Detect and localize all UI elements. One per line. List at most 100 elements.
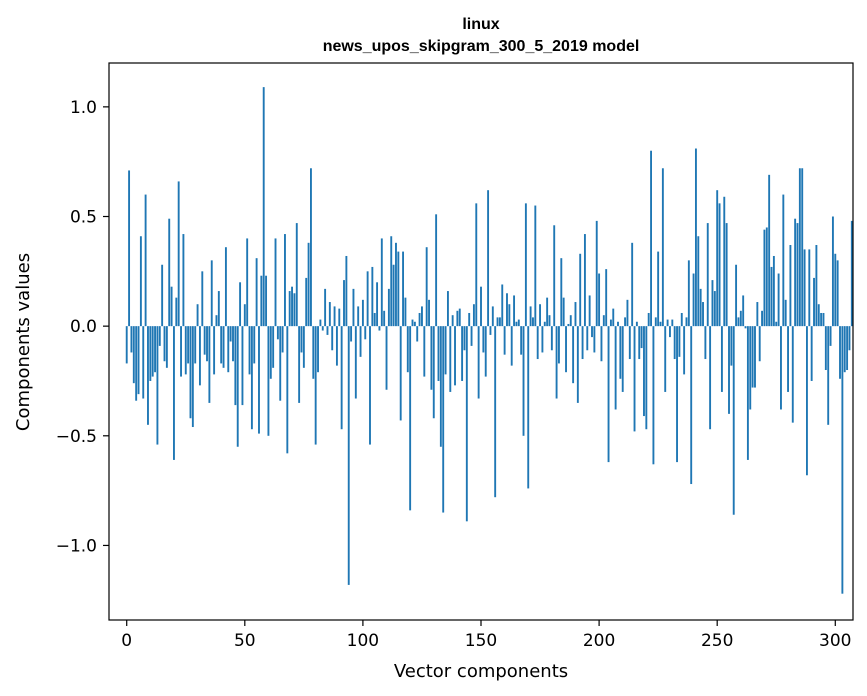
bar [782, 194, 785, 327]
bar [579, 253, 582, 327]
bar [180, 326, 182, 377]
bar [742, 295, 745, 327]
bar [744, 326, 747, 329]
bar [284, 234, 286, 327]
bar [182, 234, 185, 327]
bar [541, 326, 544, 353]
y-tick-label: −0.5 [56, 427, 97, 447]
bar [709, 326, 712, 430]
chart-title: linux [462, 16, 499, 33]
bar [487, 190, 490, 327]
bar [508, 304, 511, 327]
bar [480, 286, 482, 327]
bar [165, 326, 168, 368]
bar [442, 326, 445, 513]
bar [147, 326, 149, 425]
bar [241, 326, 244, 406]
bar [810, 326, 813, 381]
bar [777, 273, 780, 327]
bar [624, 317, 627, 327]
bar [319, 319, 322, 327]
bar [813, 277, 815, 327]
bar [685, 317, 688, 327]
bar [548, 315, 551, 327]
bar [421, 306, 423, 327]
x-tick-label: 0 [121, 631, 132, 651]
bar [758, 326, 761, 362]
bar [158, 326, 161, 346]
bar [789, 245, 792, 327]
bar [144, 194, 147, 327]
bar [359, 326, 362, 357]
bar [477, 326, 480, 399]
bar [831, 216, 834, 327]
bar [340, 326, 343, 430]
bar [515, 321, 518, 327]
y-tick-label: −1.0 [56, 536, 97, 556]
bar [482, 326, 485, 353]
bar [411, 319, 414, 327]
bar [402, 251, 404, 327]
bar [739, 310, 742, 327]
bar [654, 317, 657, 327]
bar [673, 326, 676, 360]
bar [373, 312, 376, 327]
bar [787, 326, 789, 392]
bar [139, 236, 142, 327]
bar [664, 326, 667, 392]
bar [317, 326, 319, 373]
y-axis: −1.0 −0.5 0.0 0.5 1.0 [56, 98, 109, 556]
bar [555, 326, 558, 399]
bar [510, 326, 513, 366]
bar [269, 326, 272, 379]
bar [546, 297, 549, 327]
bar [635, 321, 638, 327]
bar [399, 326, 402, 421]
bar [593, 326, 596, 353]
bar [657, 251, 660, 327]
bar [683, 326, 686, 375]
bar [314, 326, 317, 445]
bar [765, 227, 768, 327]
bar [444, 326, 447, 375]
bar [397, 251, 400, 327]
bar [761, 310, 764, 327]
bar [784, 299, 787, 327]
bar [536, 326, 539, 360]
bar [520, 326, 523, 355]
bar [836, 260, 839, 327]
bar [409, 326, 412, 511]
bar [609, 319, 612, 327]
bar [354, 326, 357, 399]
bar [534, 205, 537, 327]
bar [286, 326, 289, 454]
bar [583, 234, 586, 327]
bar [692, 273, 695, 327]
bar [763, 229, 766, 327]
bar [588, 295, 591, 327]
bar [201, 271, 204, 327]
bar [206, 326, 208, 362]
x-tick-label: 200 [583, 631, 615, 651]
bar [756, 302, 759, 327]
bar [532, 317, 534, 327]
bar [357, 306, 360, 327]
bar [746, 326, 749, 460]
x-axis-label: Vector components [394, 661, 568, 682]
bar [735, 264, 738, 327]
x-axis: 0 50 100 150 200 250 300 [121, 620, 852, 651]
bar [246, 238, 249, 327]
bar [446, 291, 449, 327]
bar [392, 264, 395, 327]
bar [208, 326, 211, 403]
bar [702, 302, 704, 327]
bar [258, 326, 260, 434]
bar [361, 299, 364, 327]
bar [848, 326, 851, 351]
bar [184, 326, 187, 375]
bar [234, 326, 237, 406]
bar [260, 275, 263, 327]
bar [387, 288, 390, 327]
bar [154, 326, 156, 373]
bar [550, 326, 553, 351]
